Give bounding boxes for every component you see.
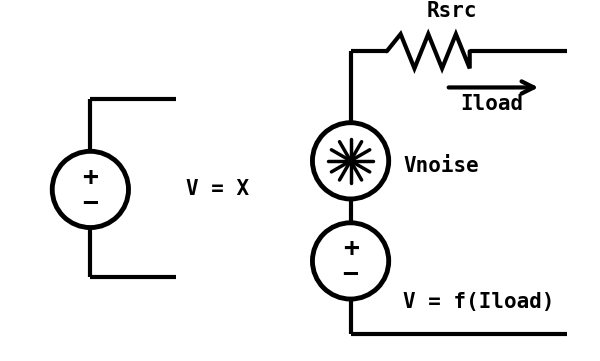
Text: +: +	[343, 236, 359, 262]
Text: +: +	[82, 165, 98, 191]
Text: V = f(Iload): V = f(Iload)	[403, 292, 554, 312]
Text: V = X: V = X	[185, 179, 249, 199]
Text: Vnoise: Vnoise	[403, 156, 479, 175]
Text: −: −	[343, 262, 359, 288]
Text: Iload: Iload	[460, 93, 523, 114]
Text: Rsrc: Rsrc	[427, 1, 478, 21]
Text: −: −	[82, 191, 98, 217]
